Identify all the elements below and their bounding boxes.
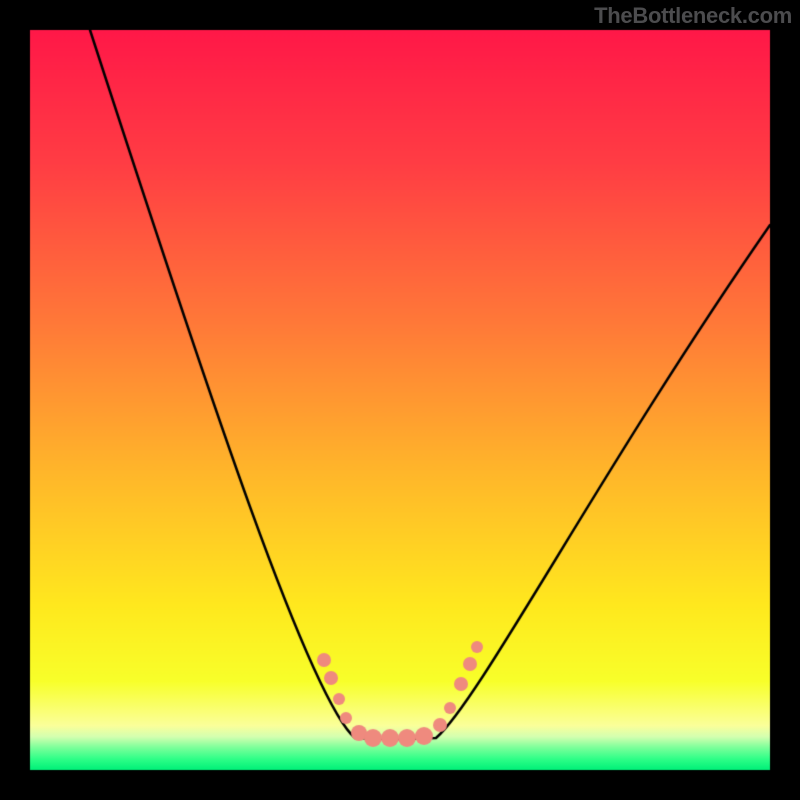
- bottleneck-chart-canvas: [0, 0, 800, 800]
- chart-container: TheBottleneck.com: [0, 0, 800, 800]
- watermark-text: TheBottleneck.com: [594, 3, 792, 29]
